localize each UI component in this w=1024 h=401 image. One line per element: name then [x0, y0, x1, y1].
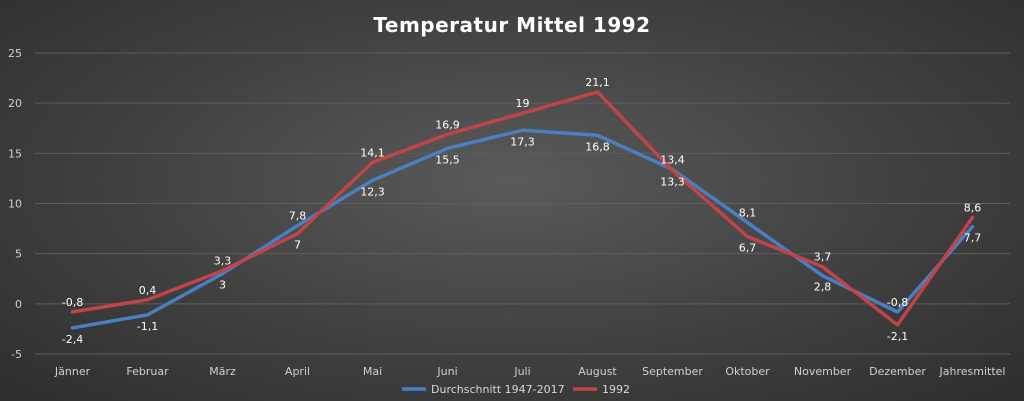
data-label: 6,7	[739, 242, 757, 255]
data-labels: -2,4 -1,1 3 7,8 12,3 15,5 17,3 16,8 13,4 8,1 2,8 -0…	[62, 76, 981, 346]
data-label: 3,7	[814, 251, 832, 264]
chart-title: Temperatur Mittel 1992	[373, 13, 650, 37]
x-tick-label: August	[578, 365, 617, 378]
data-label: -2,1	[887, 330, 908, 343]
y-tick-label: 5	[15, 248, 22, 261]
legend: Durchschnitt 1947-2017 1992	[402, 383, 630, 396]
x-tick-label: November	[794, 365, 852, 378]
data-label: 3	[219, 279, 226, 292]
y-tick-label: 20	[8, 97, 22, 110]
x-tick-label: März	[209, 365, 236, 378]
data-label: 19	[516, 97, 530, 110]
data-label: 15,5	[435, 153, 460, 166]
data-label: 21,1	[585, 76, 610, 89]
data-label: 7,8	[289, 210, 307, 223]
x-tick-label: Februar	[126, 365, 169, 378]
x-tick-label: Dezember	[869, 365, 926, 378]
data-label: 13,3	[660, 175, 685, 188]
data-label: 7	[294, 239, 301, 252]
data-label: 17,3	[510, 135, 535, 148]
data-label: 7,7	[964, 232, 982, 245]
data-label: 8,6	[964, 202, 982, 215]
x-tick-label: Oktober	[725, 365, 770, 378]
x-tick-label: Jahresmittel	[939, 365, 1006, 378]
series-lines	[70, 90, 975, 330]
x-tick-label: Jänner	[54, 365, 91, 378]
x-axis-ticks: Jänner Februar März April Mai Juni Juli August S…	[54, 365, 1006, 378]
data-label: 13,4	[660, 153, 685, 166]
data-label: -0,8	[887, 296, 908, 309]
y-tick-label: -5	[11, 348, 22, 361]
y-tick-label: 0	[15, 298, 22, 311]
x-tick-label: Juni	[436, 365, 457, 378]
data-label: 12,3	[360, 185, 385, 198]
data-label: 8,1	[739, 207, 757, 220]
gridlines	[35, 52, 1010, 355]
y-tick-label: 10	[8, 198, 22, 211]
series-line-1	[70, 90, 975, 327]
x-tick-label: September	[642, 365, 703, 378]
data-label: -0,8	[62, 296, 83, 309]
data-label: 16,8	[585, 140, 610, 153]
data-label: -2,4	[62, 333, 83, 346]
series-line-0	[70, 128, 975, 330]
y-tick-label: 15	[8, 147, 22, 160]
data-label: 14,1	[360, 146, 385, 159]
legend-entry: 1992	[602, 383, 630, 396]
legend-entry: Durchschnitt 1947-2017	[431, 383, 565, 396]
y-tick-label: 25	[8, 47, 22, 60]
x-tick-label: Mai	[363, 365, 382, 378]
y-axis-ticks: -5 0 5 10 15 20 25	[8, 47, 22, 361]
x-tick-label: April	[285, 365, 310, 378]
data-label: -1,1	[137, 320, 158, 333]
data-label: 3,3	[214, 255, 232, 268]
data-label: 16,9	[435, 118, 460, 131]
x-tick-label: Juli	[513, 365, 530, 378]
data-label: 2,8	[814, 281, 832, 294]
data-label: 0,4	[139, 284, 157, 297]
